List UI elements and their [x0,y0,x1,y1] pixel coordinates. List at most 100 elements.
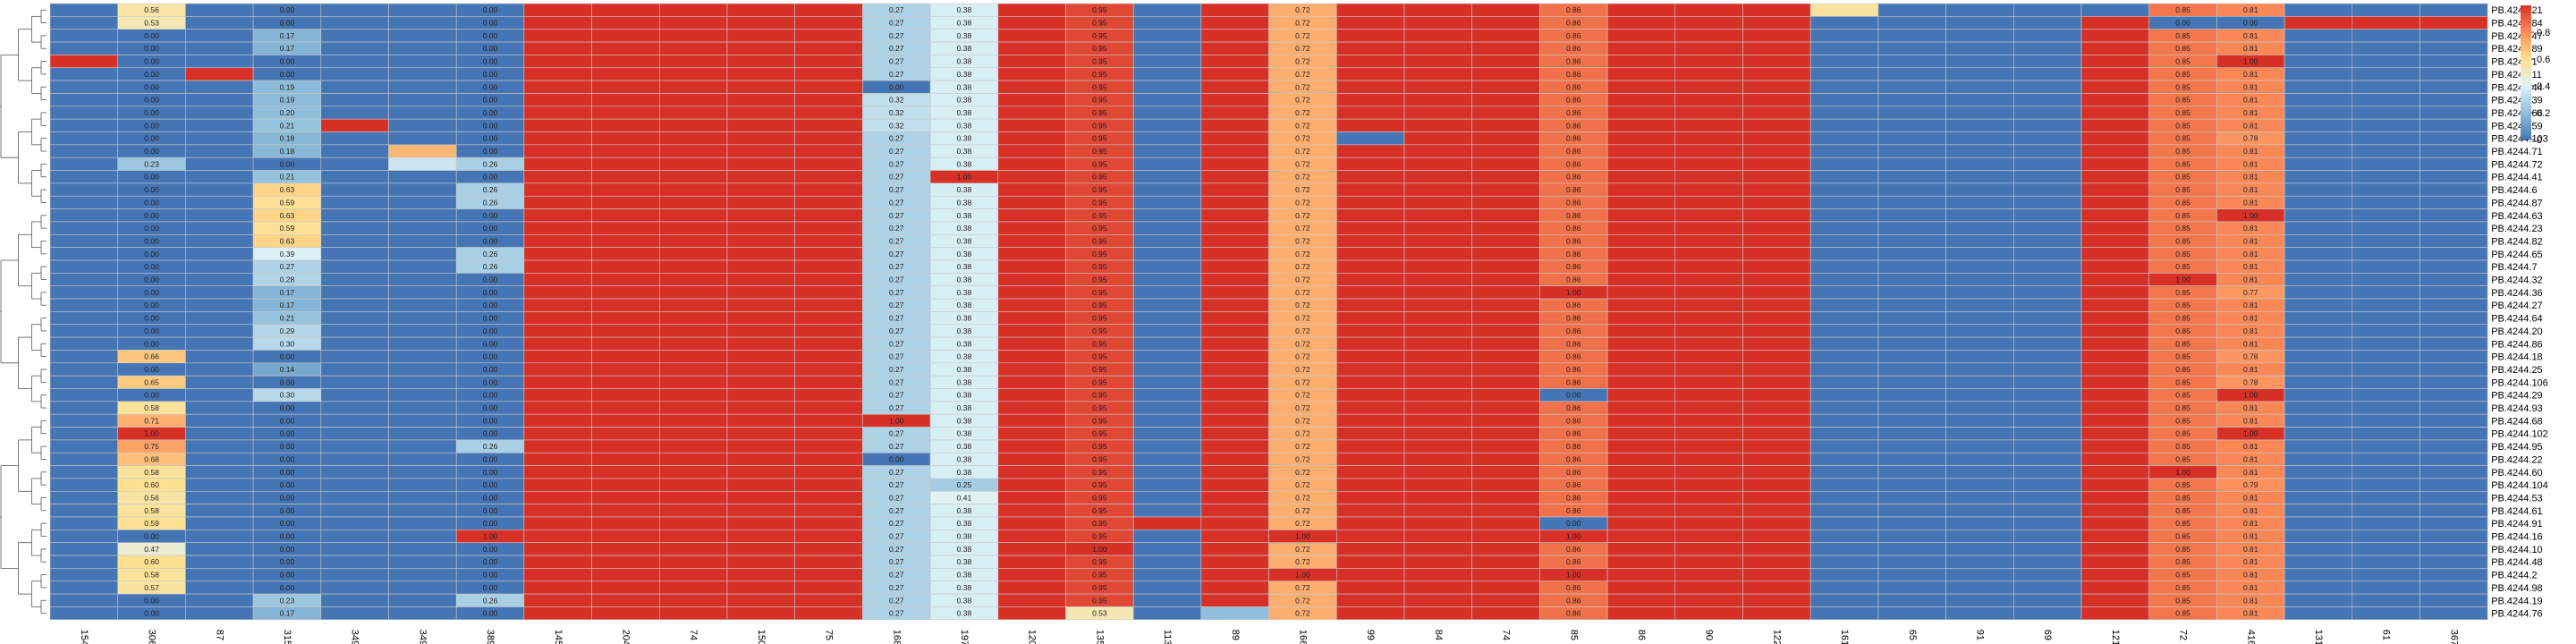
cell-value-label: 0.00 [483,224,498,233]
heatmap-cell [1742,157,1811,171]
heatmap-cell [2351,259,2420,274]
heatmap-cell [388,144,457,158]
heatmap-cell [1809,504,1879,518]
cell-value-label: 0.38 [957,198,972,207]
row-label: PB.4244.61 [2491,506,2543,517]
cell-value-label: 0.85 [2175,301,2190,309]
heatmap-cell [1606,29,1676,43]
heatmap-cell [658,413,728,428]
heatmap-cell [2013,504,2082,518]
heatmap-cell [2080,67,2149,81]
heatmap-cell [1471,452,1540,466]
heatmap-cell [1945,530,2014,543]
heatmap-cell [658,208,728,223]
cell-value-labels: 0.56 0.00 0.00 0.27 0.38 0.95 0.72 0.86 0.85 0.81… [144,5,2258,617]
cell-value-label: 0.53 [1092,609,1107,618]
cell-value-label: 0.86 [1566,108,1581,117]
cell-value-label: 0.72 [1295,19,1310,28]
cell-value-label: 0.72 [1295,326,1310,335]
heatmap-cell [794,195,863,209]
heatmap-cell [2080,350,2149,364]
heatmap-cell [1606,233,1676,248]
heatmap-cell [1200,67,1269,81]
cell-value-label: 0.85 [2175,211,2190,220]
heatmap-cell [1674,593,1743,607]
heatmap-cell [1606,401,1676,415]
heatmap-cell [1809,170,1879,184]
heatmap-cell [794,157,863,171]
heatmap-cell [1336,478,1405,492]
heatmap-cell [1132,273,1202,287]
heatmap-cell [2080,427,2149,441]
heatmap-cell [185,131,254,146]
cell-value-label: 0.81 [2243,173,2258,182]
cell-value-label: 0.00 [144,275,159,284]
heatmap-cell [2351,298,2420,312]
heatmap-cell [1877,606,1946,621]
heatmap-cell [591,388,660,402]
heatmap-cell [2351,350,2420,364]
cell-value-label: 0.85 [2175,70,2190,79]
heatmap-cell [1809,80,1879,94]
heatmap-cell [185,80,254,94]
heatmap-cell [2419,259,2488,274]
heatmap-cell [1809,157,1879,171]
heatmap-cell [1877,3,1946,17]
heatmap-cell [185,182,254,197]
heatmap-cell [2013,580,2082,595]
heatmap-cell [1877,439,1946,453]
heatmap-cell [1471,55,1540,69]
heatmap-cell [591,478,660,492]
heatmap-cell [1674,182,1743,197]
heatmap-cell [2351,233,2420,248]
cell-value-label: 0.81 [2243,70,2258,79]
cell-value-label: 0.75 [144,442,159,451]
heatmap-cell [1132,233,1202,248]
heatmap-cell [1200,490,1269,504]
heatmap-cell [523,106,592,120]
heatmap-cell [658,311,728,326]
heatmap-cell [794,233,863,248]
heatmap-cell [591,170,660,184]
heatmap-cell [726,375,795,389]
heatmap-cell [523,375,592,389]
heatmap-cell [1403,530,1472,543]
heatmap-cell [1606,388,1676,402]
cell-value-label: 0.95 [1092,468,1107,477]
cell-value-label: 0.27 [889,44,904,53]
cell-value-label: 0.00 [483,454,498,463]
cell-value-label: 0.85 [2175,236,2190,245]
heatmap-cell [1606,350,1676,364]
heatmap-cell [2080,413,2149,428]
heatmap-cell [1742,131,1811,146]
row-label: PB.4244.22 [2491,454,2543,465]
heatmap-cell [1471,350,1540,364]
heatmap-cell [2351,29,2420,43]
cell-value-label: 0.60 [144,480,159,489]
heatmap-cell [658,3,728,17]
heatmap-cell [1809,311,1879,326]
heatmap-cell [2351,247,2420,261]
heatmap-cell [591,3,660,17]
heatmap-cell [1132,452,1202,466]
heatmap-cell [320,182,389,197]
row-label: PB.4244.48 [2491,557,2543,568]
cell-value-label: 0.86 [1566,31,1581,40]
heatmap-cell [1674,375,1743,389]
heatmap-cell [1877,170,1946,184]
heatmap-cell [2013,80,2082,94]
heatmap-cell [2419,80,2488,94]
cell-value-label: 0.81 [2243,185,2258,194]
heatmap-cell [320,388,389,402]
cell-value-label: 0.95 [1092,365,1107,374]
heatmap-cell [1809,16,1879,30]
heatmap-cell [794,362,863,377]
cell-value-label: 0.72 [1295,31,1310,40]
heatmap-cell [320,233,389,248]
heatmap-cell [726,530,795,543]
heatmap-cell [591,41,660,55]
heatmap-cell [523,233,592,248]
heatmap-cell [320,413,389,428]
heatmap-cell [523,131,592,146]
row-label: PB.4244.87 [2491,198,2543,208]
